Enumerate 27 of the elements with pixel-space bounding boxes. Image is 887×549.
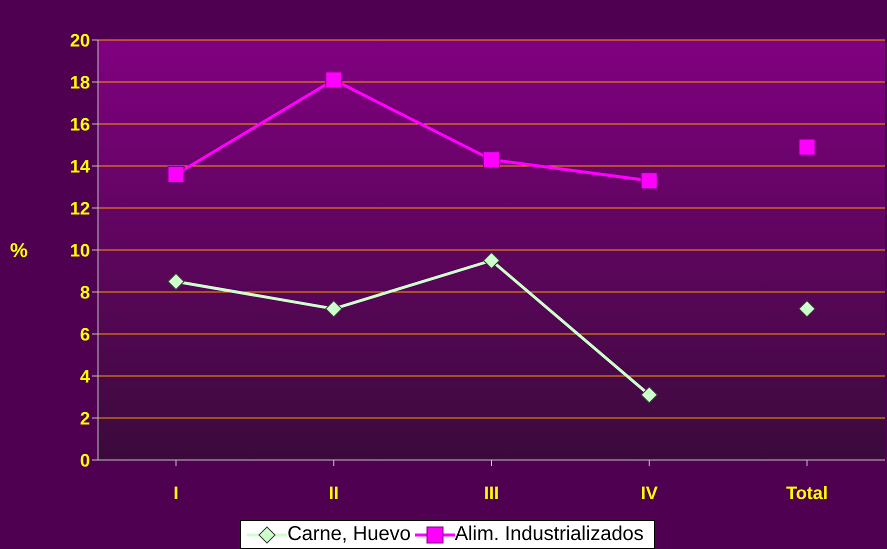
- point: [640, 386, 658, 404]
- x-tick-label: III: [484, 482, 500, 503]
- point: [483, 252, 500, 269]
- y-tick-label: 16: [70, 114, 90, 134]
- x-tick-label: II: [328, 482, 339, 503]
- y-tick-label: 4: [80, 366, 90, 386]
- point: [168, 273, 184, 290]
- point: [325, 71, 342, 88]
- point: [483, 151, 500, 168]
- point: [640, 172, 658, 190]
- legend-label: Alim. Industrializados: [454, 523, 644, 546]
- y-tick-label: 10: [70, 240, 90, 260]
- x-tick-label: IV: [640, 482, 658, 503]
- y-tick-label: 6: [80, 324, 90, 344]
- y-tick-label: 14: [70, 156, 90, 176]
- legend-label: Carne, Huevo: [287, 523, 411, 546]
- point: [168, 166, 184, 183]
- y-tick-label: 18: [70, 72, 90, 92]
- y-tick-label: 2: [80, 408, 90, 428]
- y-tick-label: 20: [70, 30, 90, 50]
- y-axis-title: %: [10, 240, 28, 262]
- y-tick-label: 12: [70, 198, 90, 218]
- x-tick-label: I: [173, 482, 179, 503]
- y-tick-label: 0: [80, 450, 90, 470]
- y-tick-label: 8: [80, 282, 90, 302]
- x-tick-label: Total: [786, 482, 828, 503]
- point: [325, 300, 342, 318]
